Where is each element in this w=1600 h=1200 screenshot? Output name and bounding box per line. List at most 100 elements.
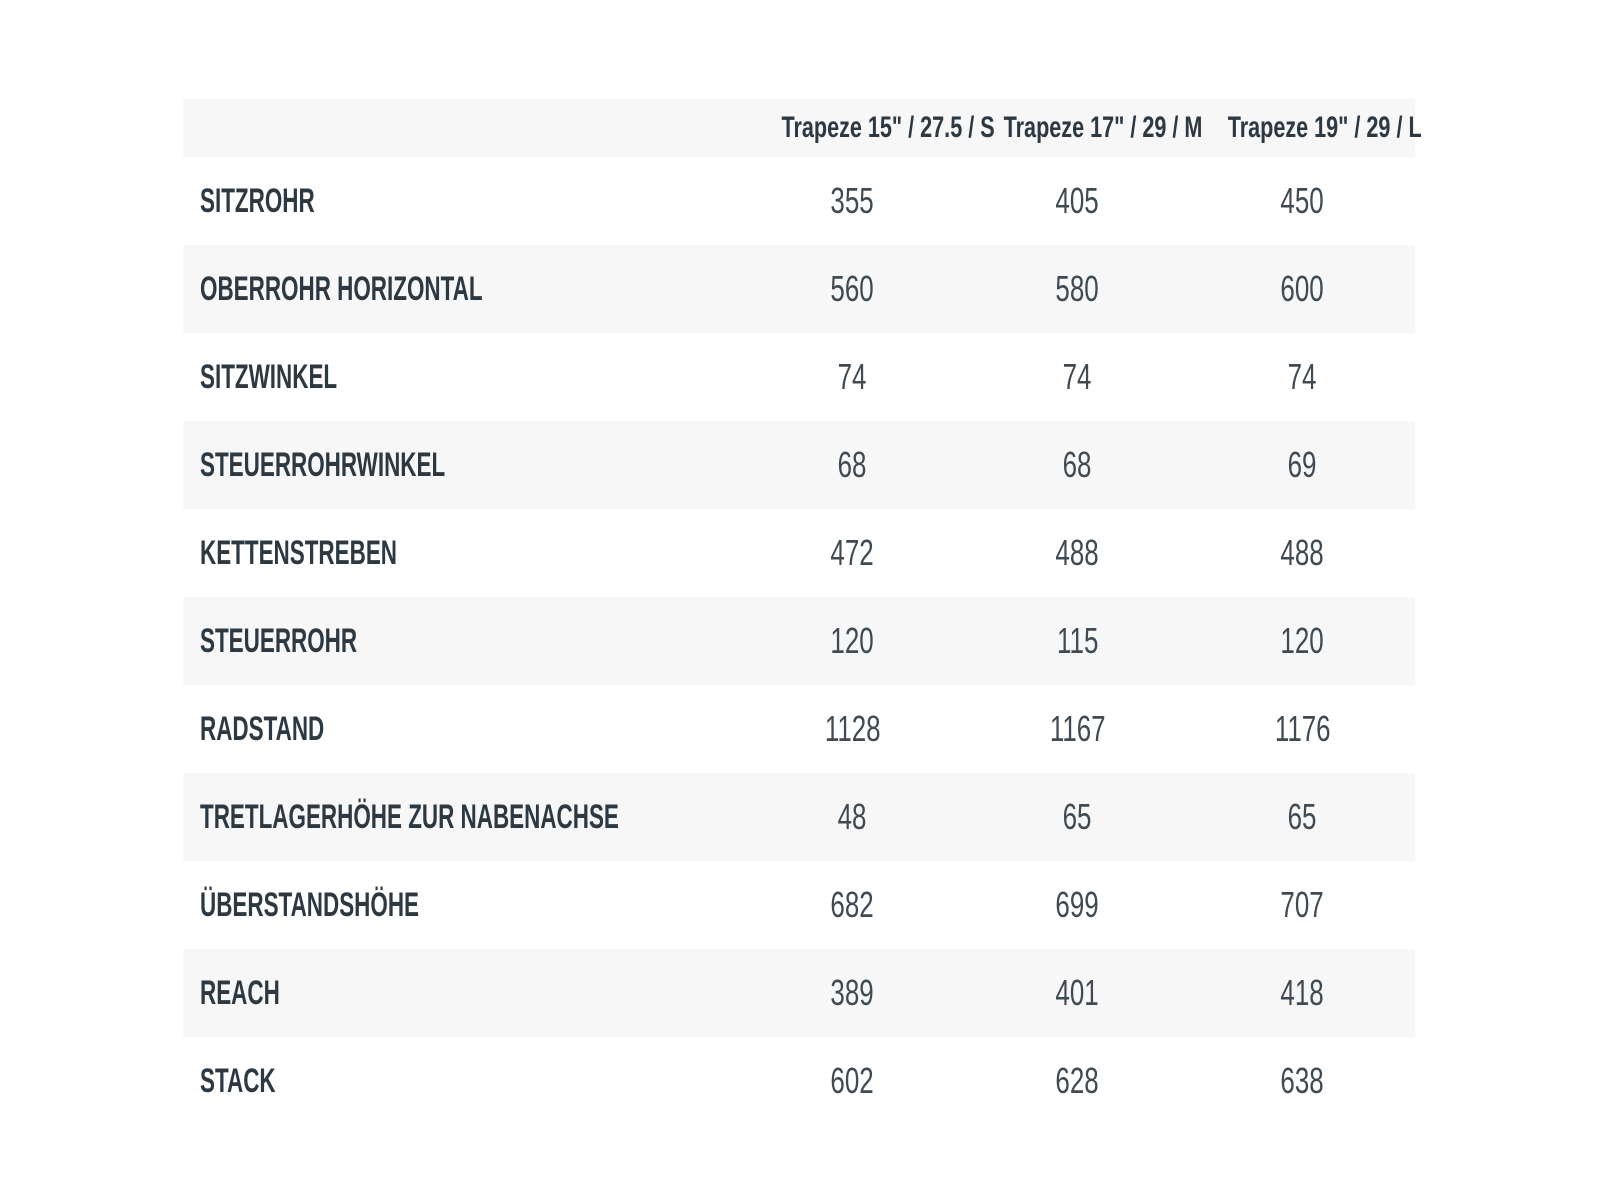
table-row-steuerrohrwinkel: STEUERROHRWINKEL 68 68 69 [183,421,1415,509]
row-label: TRETLAGERHÖHE ZUR NABENACHSE [200,797,619,836]
geometry-table: Trapeze 15" / 27.5 / S Trapeze 17" / 29 … [183,99,1422,1125]
table-row-berstandsh-he: ÜBERSTANDSHÖHE 682 699 707 [183,861,1415,949]
row-label-cell: OBERROHR HORIZONTAL [183,270,740,309]
table-row-steuerrohr: STEUERROHR 120 115 120 [183,597,1415,685]
row-label-cell: STEUERROHRWINKEL [183,446,740,485]
value-text: 1167 [1049,708,1106,749]
value-cell: 1167 [965,708,1190,750]
value-text: 580 [1055,268,1100,309]
row-label-cell: SITZWINKEL [183,358,740,397]
value-cell: 405 [965,180,1190,222]
value-cell: 120 [740,620,965,662]
table-row-tretlagerh-he-zur-nabenachse: TRETLAGERHÖHE ZUR NABENACHSE 48 65 65 [183,773,1415,861]
value-cell: 69 [1190,444,1415,486]
value-text: 355 [830,180,875,221]
value-text: 699 [1055,884,1100,925]
row-label: RADSTAND [200,709,325,748]
row-label: STEUERROHR [200,621,358,660]
value-text: 628 [1055,1060,1100,1101]
table-row-reach: REACH 389 401 418 [183,949,1415,1037]
value-cell: 602 [740,1060,965,1102]
value-cell: 628 [965,1060,1190,1102]
value-cell: 450 [1190,180,1415,222]
row-label-cell: TRETLAGERHÖHE ZUR NABENACHSE [183,798,740,837]
value-text: 74 [838,356,867,397]
value-text: 48 [838,796,867,837]
value-text: 707 [1280,884,1325,925]
row-label: STACK [200,1061,276,1100]
value-cell: 560 [740,268,965,310]
value-cell: 699 [965,884,1190,926]
column-header-label: Trapeze 15" / 27.5 / S [781,111,995,144]
value-text: 389 [830,972,875,1013]
row-label-cell: REACH [183,974,740,1013]
row-label-cell: ÜBERSTANDSHÖHE [183,886,740,925]
row-label: REACH [200,973,280,1012]
table-row-stack: STACK 602 628 638 [183,1037,1415,1125]
table-row-radstand: RADSTAND 1128 1167 1176 [183,685,1415,773]
value-cell: 355 [740,180,965,222]
value-text: 682 [830,884,875,925]
row-label: SITZWINKEL [200,357,338,396]
value-text: 74 [1063,356,1092,397]
row-label: SITZROHR [200,181,315,220]
row-label-cell: SITZROHR [183,182,740,221]
table-body: SITZROHR 355 405 450 OBERROHR HORIZONTAL 560 5… [183,157,1415,1125]
value-cell: 401 [965,972,1190,1014]
value-cell: 389 [740,972,965,1014]
value-text: 560 [830,268,875,309]
table-header-row: Trapeze 15" / 27.5 / S Trapeze 17" / 29 … [183,99,1422,157]
value-text: 450 [1280,180,1325,221]
value-cell: 65 [1190,796,1415,838]
value-text: 120 [830,620,875,661]
column-header-size-s: Trapeze 15" / 27.5 / S [740,111,994,145]
value-cell: 74 [965,356,1190,398]
value-text: 401 [1055,972,1100,1013]
value-text: 65 [1288,796,1317,837]
value-cell: 74 [740,356,965,398]
value-cell: 472 [740,532,965,574]
value-text: 65 [1063,796,1092,837]
value-cell: 1176 [1190,708,1415,750]
value-text: 68 [1063,444,1092,485]
value-text: 488 [1055,532,1100,573]
value-text: 600 [1280,268,1325,309]
value-cell: 488 [1190,532,1415,574]
row-label-cell: KETTENSTREBEN [183,534,740,573]
value-cell: 707 [1190,884,1415,926]
value-cell: 120 [1190,620,1415,662]
value-text: 418 [1280,972,1325,1013]
table-row-sitzrohr: SITZROHR 355 405 450 [183,157,1415,245]
value-cell: 580 [965,268,1190,310]
value-text: 638 [1280,1060,1325,1101]
value-cell: 65 [965,796,1190,838]
value-text: 1128 [824,708,881,749]
column-header-label: Trapeze 17" / 29 / M [1003,111,1203,144]
value-text: 120 [1280,620,1325,661]
row-label-cell: STEUERROHR [183,622,740,661]
value-cell: 600 [1190,268,1415,310]
value-cell: 418 [1190,972,1415,1014]
value-text: 115 [1056,620,1099,661]
value-text: 1176 [1274,708,1331,749]
row-label: KETTENSTREBEN [200,533,397,572]
value-cell: 74 [1190,356,1415,398]
value-cell: 115 [965,620,1190,662]
value-text: 69 [1288,444,1317,485]
table-row-oberrohr-horizontal: OBERROHR HORIZONTAL 560 580 600 [183,245,1415,333]
value-cell: 68 [965,444,1190,486]
value-cell: 488 [965,532,1190,574]
row-label: ÜBERSTANDSHÖHE [200,885,420,924]
row-label: OBERROHR HORIZONTAL [200,269,483,308]
value-text: 74 [1288,356,1317,397]
value-text: 68 [838,444,867,485]
value-cell: 68 [740,444,965,486]
row-label-cell: STACK [183,1062,740,1101]
value-cell: 638 [1190,1060,1415,1102]
value-cell: 48 [740,796,965,838]
table-row-kettenstreben: KETTENSTREBEN 472 488 488 [183,509,1415,597]
row-label-cell: RADSTAND [183,710,740,749]
column-header-size-m: Trapeze 17" / 29 / M [965,111,1203,145]
column-header-label: Trapeze 19" / 29 / L [1227,111,1422,144]
